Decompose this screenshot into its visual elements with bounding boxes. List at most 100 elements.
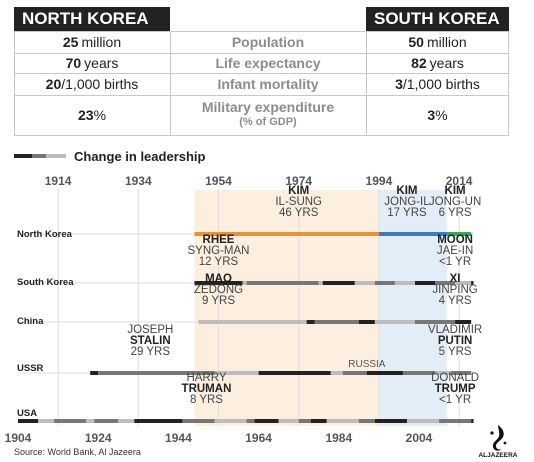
- sk-military-expenditure: 3%: [427, 107, 448, 123]
- ussr-segment-2: [214, 371, 259, 375]
- comparison-table: NORTH KOREA SOUTH KOREA 25 million Popula…: [0, 0, 534, 140]
- north-korea-segment-2: [447, 232, 472, 236]
- usa-segment-3: [86, 419, 95, 423]
- usa-segment-1: [38, 419, 55, 423]
- south-korea-segment-7: [394, 281, 415, 285]
- usa-leader-1-years: <1 YR: [439, 394, 471, 406]
- ussr-segment-3: [258, 371, 331, 375]
- sk-population: 50 million: [408, 34, 467, 50]
- usa-segment-18: [439, 419, 472, 423]
- china-segment-1: [306, 320, 315, 324]
- south-korea-leader-0-first: RHEE: [203, 234, 235, 246]
- ussr-leader-1-first: VLADIMIR: [428, 324, 482, 336]
- ussr-segment-6: [366, 371, 403, 375]
- ussr-leader-0-years: 29 YRS: [131, 346, 171, 358]
- south-korea-name: South Korea: [17, 277, 74, 288]
- bottom-tick-1964: 1964: [245, 431, 272, 445]
- china-leader-0-second: ZEDONG: [194, 284, 243, 296]
- north-korea-segment-1: [378, 232, 448, 236]
- ussr-segment-9: [451, 371, 472, 375]
- top-tick-1994: 1994: [366, 174, 393, 188]
- china-segment-4: [374, 320, 415, 324]
- ussr-segment-4: [330, 371, 343, 375]
- south-korea-segment-9: [435, 281, 456, 285]
- north-korea-leader-1-years: 17 YRS: [387, 207, 427, 219]
- usa-segment-15: [358, 419, 375, 423]
- sk-life-expectancy: 82 years: [411, 55, 464, 71]
- row-label-military-expenditure: Military expenditure (% of GDP): [201, 99, 335, 129]
- south-korea-segment-1: [242, 281, 247, 285]
- south-korea-segment-6: [374, 281, 395, 285]
- usa-segment-2: [54, 419, 87, 423]
- source-note: Source: World Bank, Al Jazeera: [14, 447, 141, 457]
- usa-segment-9: [246, 419, 255, 423]
- south-korea-segment-11: [471, 281, 474, 285]
- south-korea-leader-0-years: 12 YRS: [199, 256, 239, 268]
- north-korea-leader-1-first: KIM: [396, 185, 417, 197]
- top-tick-1914: 1914: [45, 174, 72, 188]
- china-leader-0-years: 9 YRS: [202, 295, 235, 307]
- top-tick-1954: 1954: [205, 174, 232, 188]
- south-korea-segment-5: [354, 281, 375, 285]
- bottom-tick-1904: 1904: [5, 431, 32, 445]
- north-korea-leader-2-first: KIM: [445, 185, 466, 197]
- sk-infant-mortality: 3/1,000 births: [395, 76, 480, 92]
- south-korea-segment-8: [414, 281, 436, 285]
- ussr-segment-1: [98, 371, 215, 375]
- usa-segment-17: [406, 419, 440, 423]
- usa-segment-13: [310, 419, 327, 423]
- usa-segment-8: [214, 419, 247, 423]
- legend-label: Change in leadership: [74, 148, 206, 164]
- china-leader-1-first: XI: [450, 273, 461, 285]
- ussr-segment-5: [342, 371, 367, 375]
- row-label-infant-mortality: Infant mortality: [217, 75, 319, 92]
- china-leader-0-first: MAO: [205, 273, 232, 285]
- usa-segment-14: [326, 419, 359, 423]
- south-korea-segment-3: [318, 281, 323, 285]
- ussr-leader-0-second: STALIN: [130, 335, 171, 347]
- nk-population: 25 million: [62, 34, 122, 50]
- usa-leader-0-years: 8 YRS: [190, 394, 223, 406]
- south-korea-segment-2: [246, 281, 319, 285]
- north-korea-leader-1-second: JONG-IL: [384, 196, 430, 208]
- usa-leader-0-first: HARRY: [186, 372, 226, 384]
- china-segment-2: [314, 320, 359, 324]
- usa-segment-11: [278, 419, 299, 423]
- north-korea-leader-2-years: 6 YRS: [439, 207, 472, 219]
- north-korea-header: NORTH KOREA: [14, 7, 170, 31]
- south-korea-leader-1-first: MOON: [437, 234, 473, 246]
- south-korea-segment-4: [322, 281, 355, 285]
- top-tick-1974: 1974: [285, 174, 312, 188]
- top-tick-2014: 2014: [446, 174, 473, 188]
- north-korea-leader-0-first: KIM: [288, 185, 309, 197]
- usa-segment-16: [374, 419, 407, 423]
- bottom-tick-2004: 2004: [406, 431, 433, 445]
- leadership-timeline-chart: 1914 1934 1954 1974 1994 2014 1904 1924 1944 1964…: [5, 174, 483, 445]
- china-segment-0: [198, 320, 307, 324]
- usa-segment-7: [182, 419, 215, 423]
- south-korea-leader-0-second: SYNG-MAN: [188, 245, 250, 257]
- ussr-segment-7: [402, 371, 436, 375]
- aljazeera-logo: ALJAZEERA: [478, 425, 518, 459]
- north-korea-leader-0-years: 46 YRS: [279, 207, 319, 219]
- usa-segment-5: [118, 419, 135, 423]
- north-korea-segment-0: [194, 232, 379, 236]
- legend-swatch: [14, 154, 66, 158]
- usa-segment-12: [298, 419, 311, 423]
- shaded-period-1: [378, 190, 448, 426]
- row-label-population: Population: [231, 33, 305, 50]
- usa-leader-1-second: TRUMP: [435, 383, 476, 395]
- nk-life-expectancy: 70 years: [65, 55, 119, 71]
- row-label-life-expectancy: Life expectancy: [215, 54, 321, 71]
- china-segment-6: [455, 320, 472, 324]
- south-korea-leader-1-years: <1 YR: [439, 256, 471, 268]
- ussr-leader-1-second: PUTIN: [438, 335, 473, 347]
- ussr-leader-1-years: 5 YRS: [439, 346, 472, 358]
- north-korea-name: North Korea: [17, 229, 73, 240]
- nk-infant-mortality: 20/1,000 births: [45, 76, 139, 92]
- south-korea-segment-0: [194, 281, 243, 285]
- ussr-segment-0: [90, 371, 99, 375]
- usa-leader-1-first: DONALD: [431, 372, 479, 384]
- ussr-annotation-0: RUSSIA: [348, 359, 386, 370]
- usa-segment-10: [254, 419, 279, 423]
